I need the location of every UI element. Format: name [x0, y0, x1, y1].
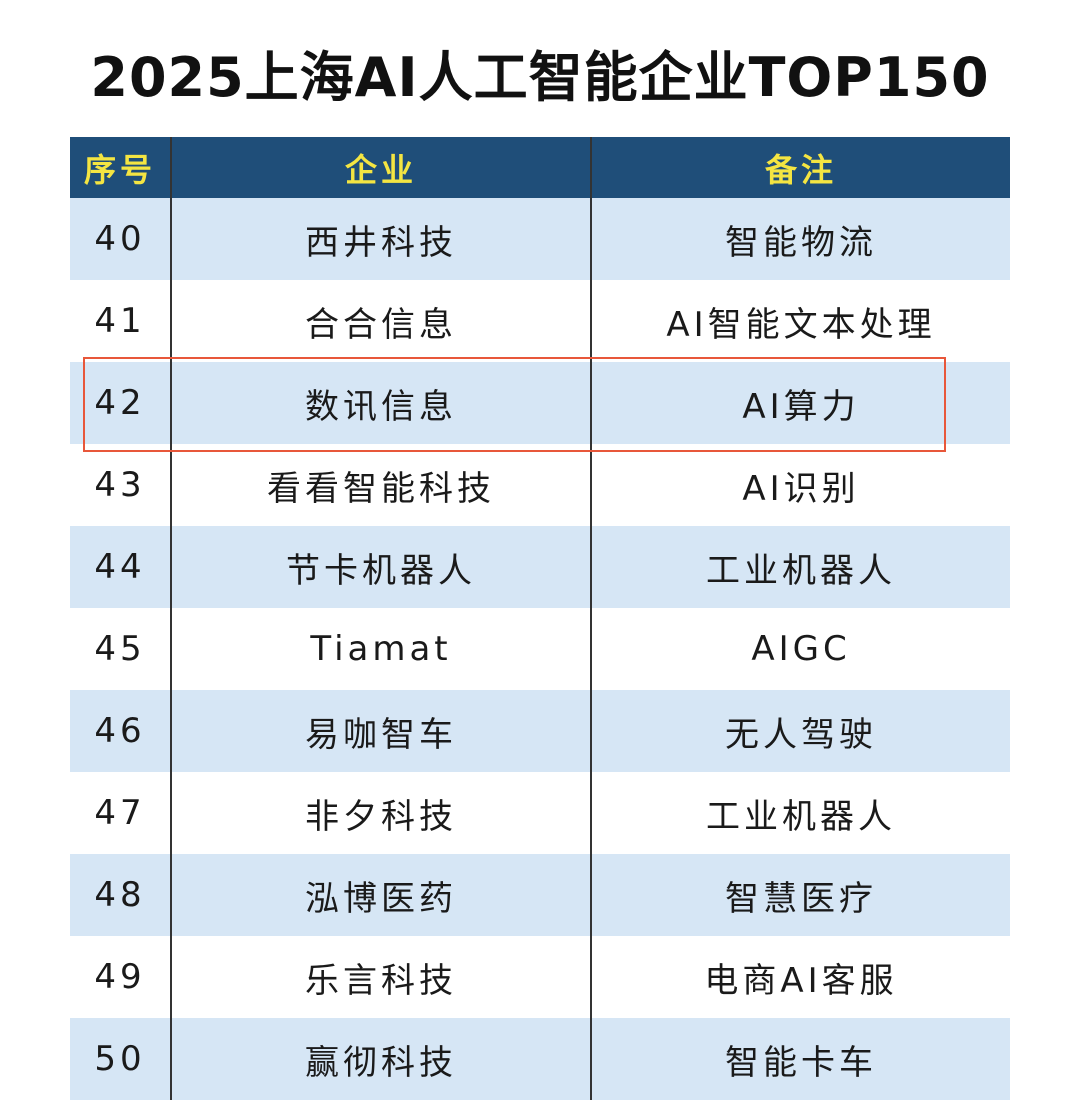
row-number: 41	[70, 280, 172, 362]
row-note: 工业机器人	[706, 796, 896, 837]
row-number: 43	[70, 444, 172, 526]
table-row: 42 数讯信息 AI算力	[70, 362, 1010, 444]
row-note: AI算力	[742, 386, 860, 427]
row-number: 49	[70, 936, 172, 1018]
row-note: 电商AI客服	[704, 960, 898, 1001]
row-note: 工业机器人	[706, 550, 896, 591]
row-number: 50	[70, 1018, 172, 1100]
row-number: 45	[70, 608, 172, 690]
table-row: 48 泓博医药 智慧医疗	[70, 854, 1010, 936]
table-row: 50 赢彻科技 智能卡车	[70, 1018, 1010, 1100]
table-header-row: 序号 企业 备注	[70, 137, 1010, 198]
row-company: 泓博医药	[172, 854, 592, 936]
table-body: 40 西井科技 智能物流 41 合合信息 AI智能文本处理 42 数讯信息 AI算力 43 看看智能…	[70, 198, 1010, 1100]
table-row: 46 易咖智车 无人驾驶	[70, 690, 1010, 772]
row-number: 48	[70, 854, 172, 936]
table-row: 43 看看智能科技 AI识别	[70, 444, 1010, 526]
table-row: 44 节卡机器人 工业机器人	[70, 526, 1010, 608]
table-row: 40 西井科技 智能物流	[70, 198, 1010, 280]
row-company: 看看智能科技	[172, 444, 592, 526]
row-note: AI识别	[742, 468, 860, 509]
row-company: Tiamat	[172, 608, 592, 690]
row-company: 非夕科技	[172, 772, 592, 854]
page-title: 2025上海AI人工智能企业TOP150	[90, 46, 990, 109]
row-company: 赢彻科技	[172, 1018, 592, 1100]
row-number: 40	[70, 198, 172, 280]
row-note: 智慧医疗	[725, 878, 877, 919]
row-company: 数讯信息	[172, 362, 592, 444]
row-number: 47	[70, 772, 172, 854]
row-number: 42	[70, 362, 172, 444]
table-row: 47 非夕科技 工业机器人	[70, 772, 1010, 854]
row-note: 智能卡车	[725, 1042, 877, 1083]
header-number: 序号	[70, 137, 172, 198]
table-row: 45 Tiamat AIGC	[70, 608, 1010, 690]
row-company: 易咖智车	[172, 690, 592, 772]
row-number: 44	[70, 526, 172, 608]
row-number: 46	[70, 690, 172, 772]
row-note: AIGC	[751, 629, 851, 669]
table-row: 49 乐言科技 电商AI客服	[70, 936, 1010, 1018]
row-note: 智能物流	[725, 222, 877, 263]
row-company: 乐言科技	[172, 936, 592, 1018]
row-company: 西井科技	[172, 198, 592, 280]
row-company: 节卡机器人	[172, 526, 592, 608]
row-company: 合合信息	[172, 280, 592, 362]
row-note: AI智能文本处理	[666, 304, 936, 345]
table-row: 41 合合信息 AI智能文本处理	[70, 280, 1010, 362]
company-table: 序号 企业 备注 40 西井科技 智能物流 41 合合信息 AI智能文本处理 42 数讯信息 A…	[70, 137, 1010, 1100]
header-company: 企业	[172, 137, 592, 198]
row-note: 无人驾驶	[725, 714, 877, 755]
header-note: 备注	[764, 150, 837, 189]
